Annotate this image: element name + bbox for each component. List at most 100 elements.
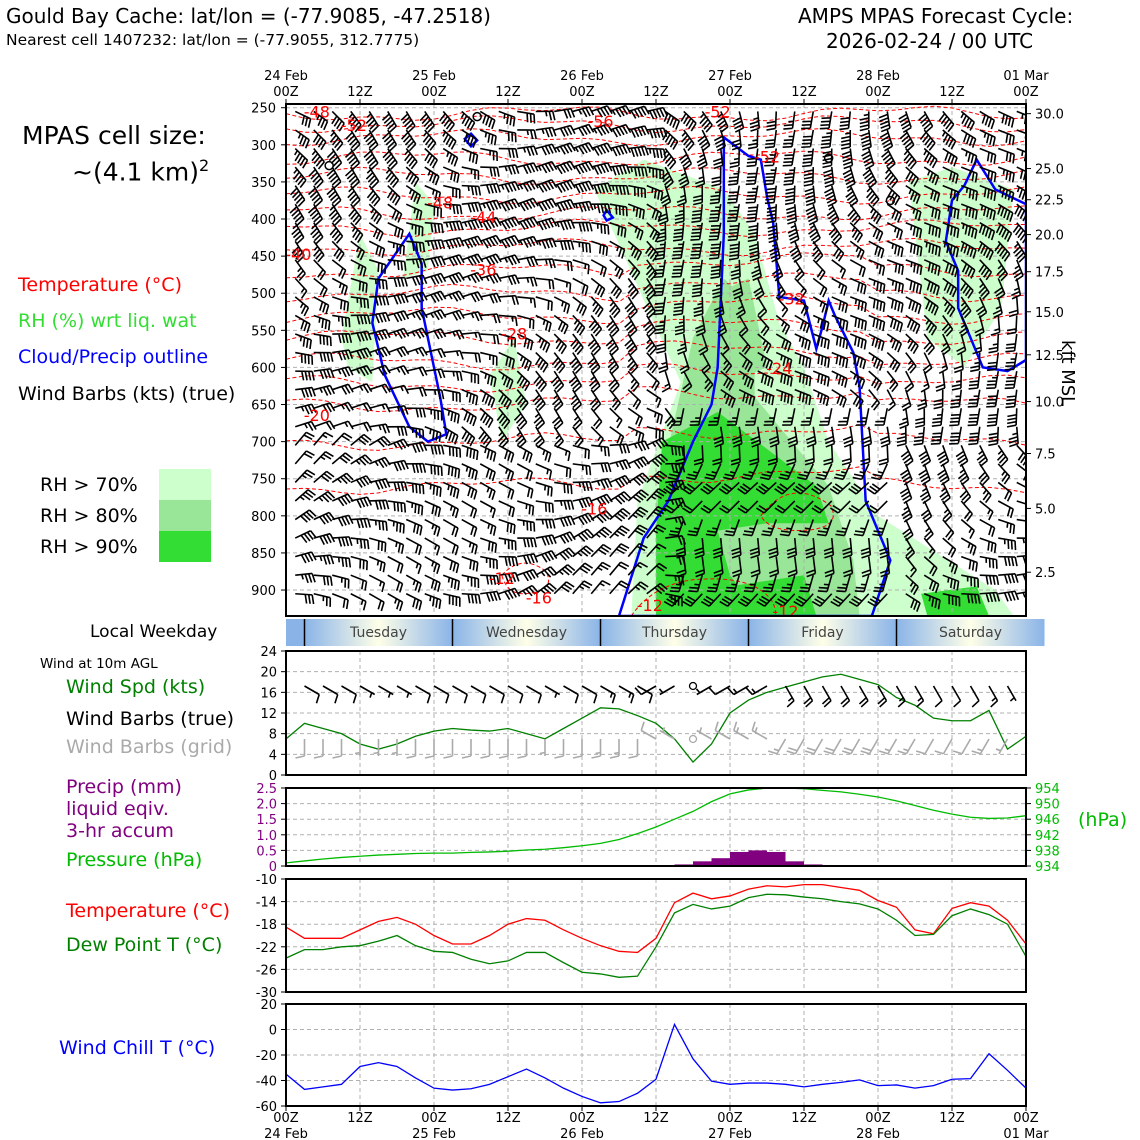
- wind-barb: [553, 314, 569, 335]
- wind-barb: [535, 333, 551, 353]
- wind-barb: [905, 184, 921, 204]
- wind-barb: [363, 129, 379, 152]
- wind-barb: [708, 204, 722, 223]
- wind-barb-grid: [860, 738, 879, 755]
- wind-barb: [368, 346, 391, 358]
- wind-barb: [819, 111, 833, 130]
- wind-barb: [479, 463, 496, 482]
- wind-barb: [313, 368, 335, 380]
- wind-barb: [923, 147, 938, 169]
- wind-barb: [713, 556, 724, 578]
- wind-barb: [517, 314, 535, 330]
- wind-barb: [350, 593, 367, 611]
- wind-barb: [406, 291, 428, 304]
- wind-barb: [628, 184, 647, 198]
- wind-barb: [590, 240, 609, 256]
- wind-barb: [663, 110, 681, 130]
- wind-barb: [443, 388, 461, 403]
- wind-barb: [653, 278, 667, 297]
- wind-barb: [646, 426, 665, 441]
- panel-frame: [285, 787, 1027, 867]
- wind-barb: [424, 347, 447, 359]
- wind-barb: [313, 490, 336, 503]
- isotherm-labels: -48 -52 -56 -52 -52 -48 -44 -40 -36 -32 -28 -24 -20 -…: [285, 104, 805, 616]
- wind-barb-true: [634, 685, 657, 696]
- wind-barb: [663, 500, 685, 514]
- wind-barb: [424, 463, 443, 476]
- wind-barb: [442, 481, 460, 499]
- wind-barb: [369, 537, 387, 552]
- wind-barb: [979, 481, 992, 504]
- wind-barb: [837, 408, 852, 426]
- wind-barb: [794, 259, 805, 282]
- wind-barb: [387, 405, 409, 416]
- wind-barb: [905, 556, 917, 578]
- wind-barb: [405, 537, 423, 556]
- wind-barb: [690, 222, 704, 241]
- wind-barb: [761, 519, 778, 537]
- x-tick-hour: 00Z: [717, 1111, 743, 1126]
- wind-barb: [693, 296, 704, 317]
- cycle-title: AMPS MPAS Forecast Cycle:: [798, 4, 1074, 28]
- wind-barb: [804, 445, 815, 466]
- wind-barb: [819, 408, 833, 426]
- wind-barb: [662, 129, 679, 150]
- wind-barb: [942, 203, 960, 220]
- wind-barb: [498, 571, 520, 584]
- wind-barb: [764, 166, 778, 186]
- wind-barb: [461, 166, 480, 180]
- wind-barb-grid: [897, 738, 916, 755]
- wind-barb: [294, 530, 317, 544]
- wind-barb: [774, 593, 796, 607]
- wind-barb: [942, 537, 957, 558]
- wind-barb: [725, 574, 741, 593]
- wind-barb-true: [526, 685, 542, 704]
- wind-barb: [295, 551, 317, 564]
- wind-barb: [646, 487, 667, 502]
- wind-barb: [738, 351, 753, 373]
- wind-barb: [516, 216, 539, 230]
- wind-barb: [424, 308, 447, 321]
- wind-barb-grid: [952, 738, 972, 755]
- wind-barb-true: [658, 685, 675, 696]
- wind-barb: [829, 481, 851, 495]
- y-tick-label: -20: [256, 1049, 277, 1064]
- wind-barb: [749, 538, 761, 559]
- weekday-day-band: [896, 619, 1045, 646]
- wind-barb: [942, 592, 961, 607]
- wind-barb: [405, 574, 422, 593]
- wind-barb: [868, 296, 886, 313]
- isotherm-label: -40: [285, 245, 311, 264]
- wind-barb: [387, 518, 405, 534]
- wind-barb: [831, 314, 849, 331]
- temperature-line: [285, 884, 1027, 954]
- wind-barb: [461, 235, 484, 249]
- panel-frame: [285, 650, 1027, 776]
- wind-barb: [350, 454, 373, 466]
- wind-barb: [979, 500, 994, 521]
- wind-barb: [730, 259, 741, 281]
- wind-barb: [294, 489, 316, 502]
- y-tick-label: 1.5: [256, 813, 277, 828]
- wind-barb: [460, 110, 476, 132]
- wind-barb: [289, 185, 306, 207]
- legend-rh80: RH > 80%: [40, 505, 138, 527]
- wind-barb: [516, 568, 539, 582]
- wind-barb: [879, 426, 891, 448]
- y-tick-label: -26: [256, 963, 277, 978]
- wind-barb: [387, 203, 403, 223]
- wind-barb: [967, 408, 981, 427]
- wind-barb: [860, 445, 871, 466]
- wind-barb-grid: [823, 738, 842, 755]
- wind-barb-true: [600, 685, 616, 704]
- wind-barb: [479, 481, 496, 500]
- wind-barb: [609, 259, 624, 280]
- isotherm-label: -44: [470, 208, 496, 227]
- wind-barb: [701, 352, 712, 375]
- wind-barb: [553, 547, 576, 561]
- wind-barb: [816, 519, 833, 537]
- wind-barb: [1005, 333, 1018, 353]
- wind-barb: [294, 450, 315, 465]
- wind-barb: [856, 408, 870, 426]
